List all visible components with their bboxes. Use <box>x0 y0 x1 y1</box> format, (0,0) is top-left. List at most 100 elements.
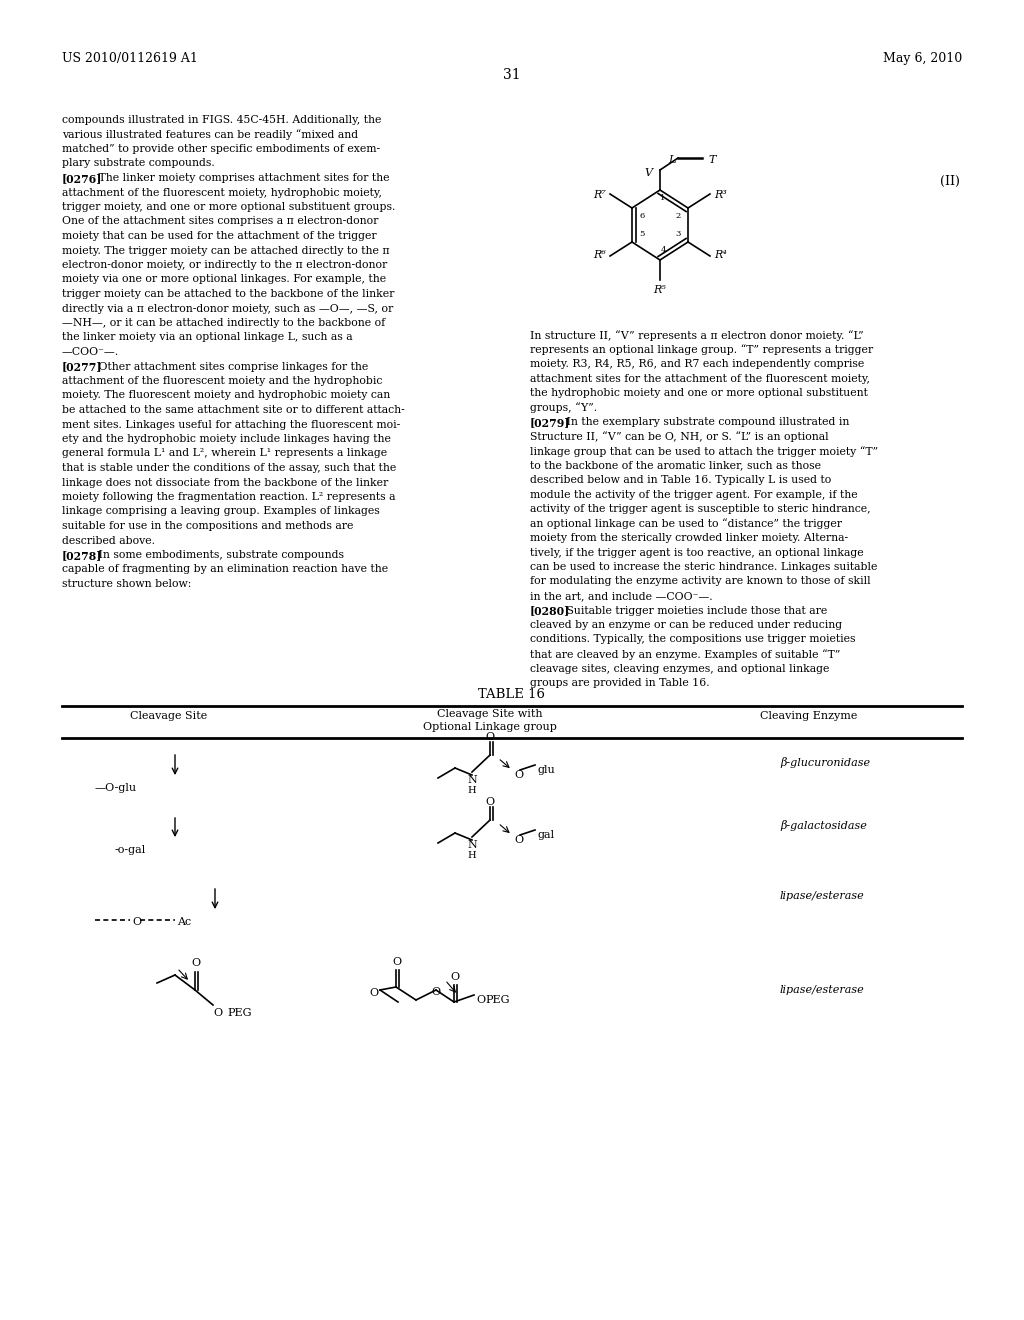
Text: general formula L¹ and L², wherein L¹ represents a linkage: general formula L¹ and L², wherein L¹ re… <box>62 449 387 458</box>
Text: cleavage sites, cleaving enzymes, and optional linkage: cleavage sites, cleaving enzymes, and op… <box>530 664 829 673</box>
Text: -o-gal: -o-gal <box>115 845 146 855</box>
Text: lipase/esterase: lipase/esterase <box>780 891 864 902</box>
Text: O: O <box>191 958 201 968</box>
Text: R⁴: R⁴ <box>714 249 727 260</box>
Text: 3: 3 <box>675 230 681 238</box>
Text: [0279]: [0279] <box>530 417 570 428</box>
Text: in the art, and include —COO⁻—.: in the art, and include —COO⁻—. <box>530 591 713 601</box>
Text: In the exemplary substrate compound illustrated in: In the exemplary substrate compound illu… <box>556 417 850 426</box>
Text: linkage comprising a leaving group. Examples of linkages: linkage comprising a leaving group. Exam… <box>62 507 380 516</box>
Text: described above.: described above. <box>62 536 155 545</box>
Text: trigger moiety can be attached to the backbone of the linker: trigger moiety can be attached to the ba… <box>62 289 394 300</box>
Text: moiety via one or more optional linkages. For example, the: moiety via one or more optional linkages… <box>62 275 386 285</box>
Text: O: O <box>476 995 485 1005</box>
Text: —COO⁻—.: —COO⁻—. <box>62 347 119 356</box>
Text: L: L <box>669 154 676 165</box>
Text: 4: 4 <box>660 246 666 253</box>
Text: [0280]: [0280] <box>530 606 570 616</box>
Text: attachment of the fluorescent moiety, hydrophobic moiety,: attachment of the fluorescent moiety, hy… <box>62 187 382 198</box>
Text: O: O <box>514 836 523 845</box>
Text: 6: 6 <box>639 213 645 220</box>
Text: Suitable trigger moieties include those that are: Suitable trigger moieties include those … <box>556 606 827 615</box>
Text: N: N <box>467 840 477 850</box>
Text: O: O <box>213 1008 222 1018</box>
Text: attachment of the fluorescent moiety and the hydrophobic: attachment of the fluorescent moiety and… <box>62 376 382 385</box>
Text: Cleavage Site with: Cleavage Site with <box>437 709 543 719</box>
Text: an optional linkage can be used to “distance” the trigger: an optional linkage can be used to “dist… <box>530 519 842 529</box>
Text: Structure II, “V” can be O, NH, or S. “L” is an optional: Structure II, “V” can be O, NH, or S. “L… <box>530 432 828 442</box>
Text: for modulating the enzyme activity are known to those of skill: for modulating the enzyme activity are k… <box>530 577 870 586</box>
Text: (II): (II) <box>940 176 961 187</box>
Text: V: V <box>644 168 652 178</box>
Text: O: O <box>485 797 495 807</box>
Text: In structure II, “V” represents a π electron donor moiety. “L”: In structure II, “V” represents a π elec… <box>530 330 863 341</box>
Text: β-galactosidase: β-galactosidase <box>780 820 867 832</box>
Text: H: H <box>468 785 476 795</box>
Text: module the activity of the trigger agent. For example, if the: module the activity of the trigger agent… <box>530 490 858 499</box>
Text: that is stable under the conditions of the assay, such that the: that is stable under the conditions of t… <box>62 463 396 473</box>
Text: H: H <box>468 851 476 861</box>
Text: groups are provided in Table 16.: groups are provided in Table 16. <box>530 678 710 688</box>
Text: structure shown below:: structure shown below: <box>62 579 191 589</box>
Text: β-glucuronidase: β-glucuronidase <box>780 756 870 768</box>
Text: O: O <box>369 987 378 998</box>
Text: Ac: Ac <box>177 917 191 927</box>
Text: gal: gal <box>537 830 554 840</box>
Text: [0278]: [0278] <box>62 550 102 561</box>
Text: plary substrate compounds.: plary substrate compounds. <box>62 158 215 169</box>
Text: ety and the hydrophobic moiety include linkages having the: ety and the hydrophobic moiety include l… <box>62 434 391 444</box>
Text: suitable for use in the compositions and methods are: suitable for use in the compositions and… <box>62 521 353 531</box>
Text: O: O <box>514 770 523 780</box>
Text: 2: 2 <box>676 213 681 220</box>
Text: R⁵: R⁵ <box>653 285 667 294</box>
Text: can be used to increase the steric hindrance. Linkages suitable: can be used to increase the steric hindr… <box>530 562 878 572</box>
Text: capable of fragmenting by an elimination reaction have the: capable of fragmenting by an elimination… <box>62 565 388 574</box>
Text: electron-donor moiety, or indirectly to the π electron-donor: electron-donor moiety, or indirectly to … <box>62 260 387 271</box>
Text: the hydrophobic moiety and one or more optional substituent: the hydrophobic moiety and one or more o… <box>530 388 868 399</box>
Text: activity of the trigger agent is susceptible to steric hindrance,: activity of the trigger agent is suscept… <box>530 504 870 513</box>
Text: various illustrated features can be readily “mixed and: various illustrated features can be read… <box>62 129 358 140</box>
Text: that are cleaved by an enzyme. Examples of suitable “T”: that are cleaved by an enzyme. Examples … <box>530 649 841 660</box>
Text: TABLE 16: TABLE 16 <box>478 688 546 701</box>
Text: R⁶: R⁶ <box>593 249 606 260</box>
Text: In some embodiments, substrate compounds: In some embodiments, substrate compounds <box>88 550 344 560</box>
Text: 31: 31 <box>503 69 521 82</box>
Text: [0277]: [0277] <box>62 362 102 372</box>
Text: conditions. Typically, the compositions use trigger moieties: conditions. Typically, the compositions … <box>530 635 855 644</box>
Text: represents an optional linkage group. “T” represents a trigger: represents an optional linkage group. “T… <box>530 345 873 355</box>
Text: moiety. R3, R4, R5, R6, and R7 each independently comprise: moiety. R3, R4, R5, R6, and R7 each inde… <box>530 359 864 370</box>
Text: to the backbone of the aromatic linker, such as those: to the backbone of the aromatic linker, … <box>530 461 821 470</box>
Text: [0276]: [0276] <box>62 173 102 183</box>
Text: directly via a π electron-donor moiety, such as —O—, —S, or: directly via a π electron-donor moiety, … <box>62 304 393 314</box>
Text: US 2010/0112619 A1: US 2010/0112619 A1 <box>62 51 198 65</box>
Text: O: O <box>392 957 401 968</box>
Text: lipase/esterase: lipase/esterase <box>780 985 864 995</box>
Text: ment sites. Linkages useful for attaching the fluorescent moi-: ment sites. Linkages useful for attachin… <box>62 420 400 429</box>
Text: O: O <box>431 987 440 997</box>
Text: moiety following the fragmentation reaction. L² represents a: moiety following the fragmentation react… <box>62 492 395 502</box>
Text: be attached to the same attachment site or to different attach-: be attached to the same attachment site … <box>62 405 404 414</box>
Text: trigger moiety, and one or more optional substituent groups.: trigger moiety, and one or more optional… <box>62 202 395 213</box>
Text: attachment sites for the attachment of the fluorescent moiety,: attachment sites for the attachment of t… <box>530 374 870 384</box>
Text: groups, “Y”.: groups, “Y”. <box>530 403 597 413</box>
Text: One of the attachment sites comprises a π electron-donor: One of the attachment sites comprises a … <box>62 216 379 227</box>
Text: Cleaving Enzyme: Cleaving Enzyme <box>760 711 857 721</box>
Text: The linker moiety comprises attachment sites for the: The linker moiety comprises attachment s… <box>88 173 389 183</box>
Text: O: O <box>485 733 495 742</box>
Text: N: N <box>467 775 477 785</box>
Text: linkage does not dissociate from the backbone of the linker: linkage does not dissociate from the bac… <box>62 478 388 487</box>
Text: O: O <box>132 917 141 927</box>
Text: matched” to provide other specific embodiments of exem-: matched” to provide other specific embod… <box>62 144 380 154</box>
Text: 1: 1 <box>660 194 666 202</box>
Text: tively, if the trigger agent is too reactive, an optional linkage: tively, if the trigger agent is too reac… <box>530 548 863 557</box>
Text: —O-glu: —O-glu <box>95 783 137 793</box>
Text: R³: R³ <box>714 190 727 201</box>
Text: O: O <box>451 972 460 982</box>
Text: T: T <box>708 154 716 165</box>
Text: Cleavage Site: Cleavage Site <box>130 711 207 721</box>
Text: —NH—, or it can be attached indirectly to the backbone of: —NH—, or it can be attached indirectly t… <box>62 318 385 327</box>
Text: May 6, 2010: May 6, 2010 <box>883 51 962 65</box>
Text: glu: glu <box>537 766 555 775</box>
Text: Other attachment sites comprise linkages for the: Other attachment sites comprise linkages… <box>88 362 369 371</box>
Text: 5: 5 <box>639 230 645 238</box>
